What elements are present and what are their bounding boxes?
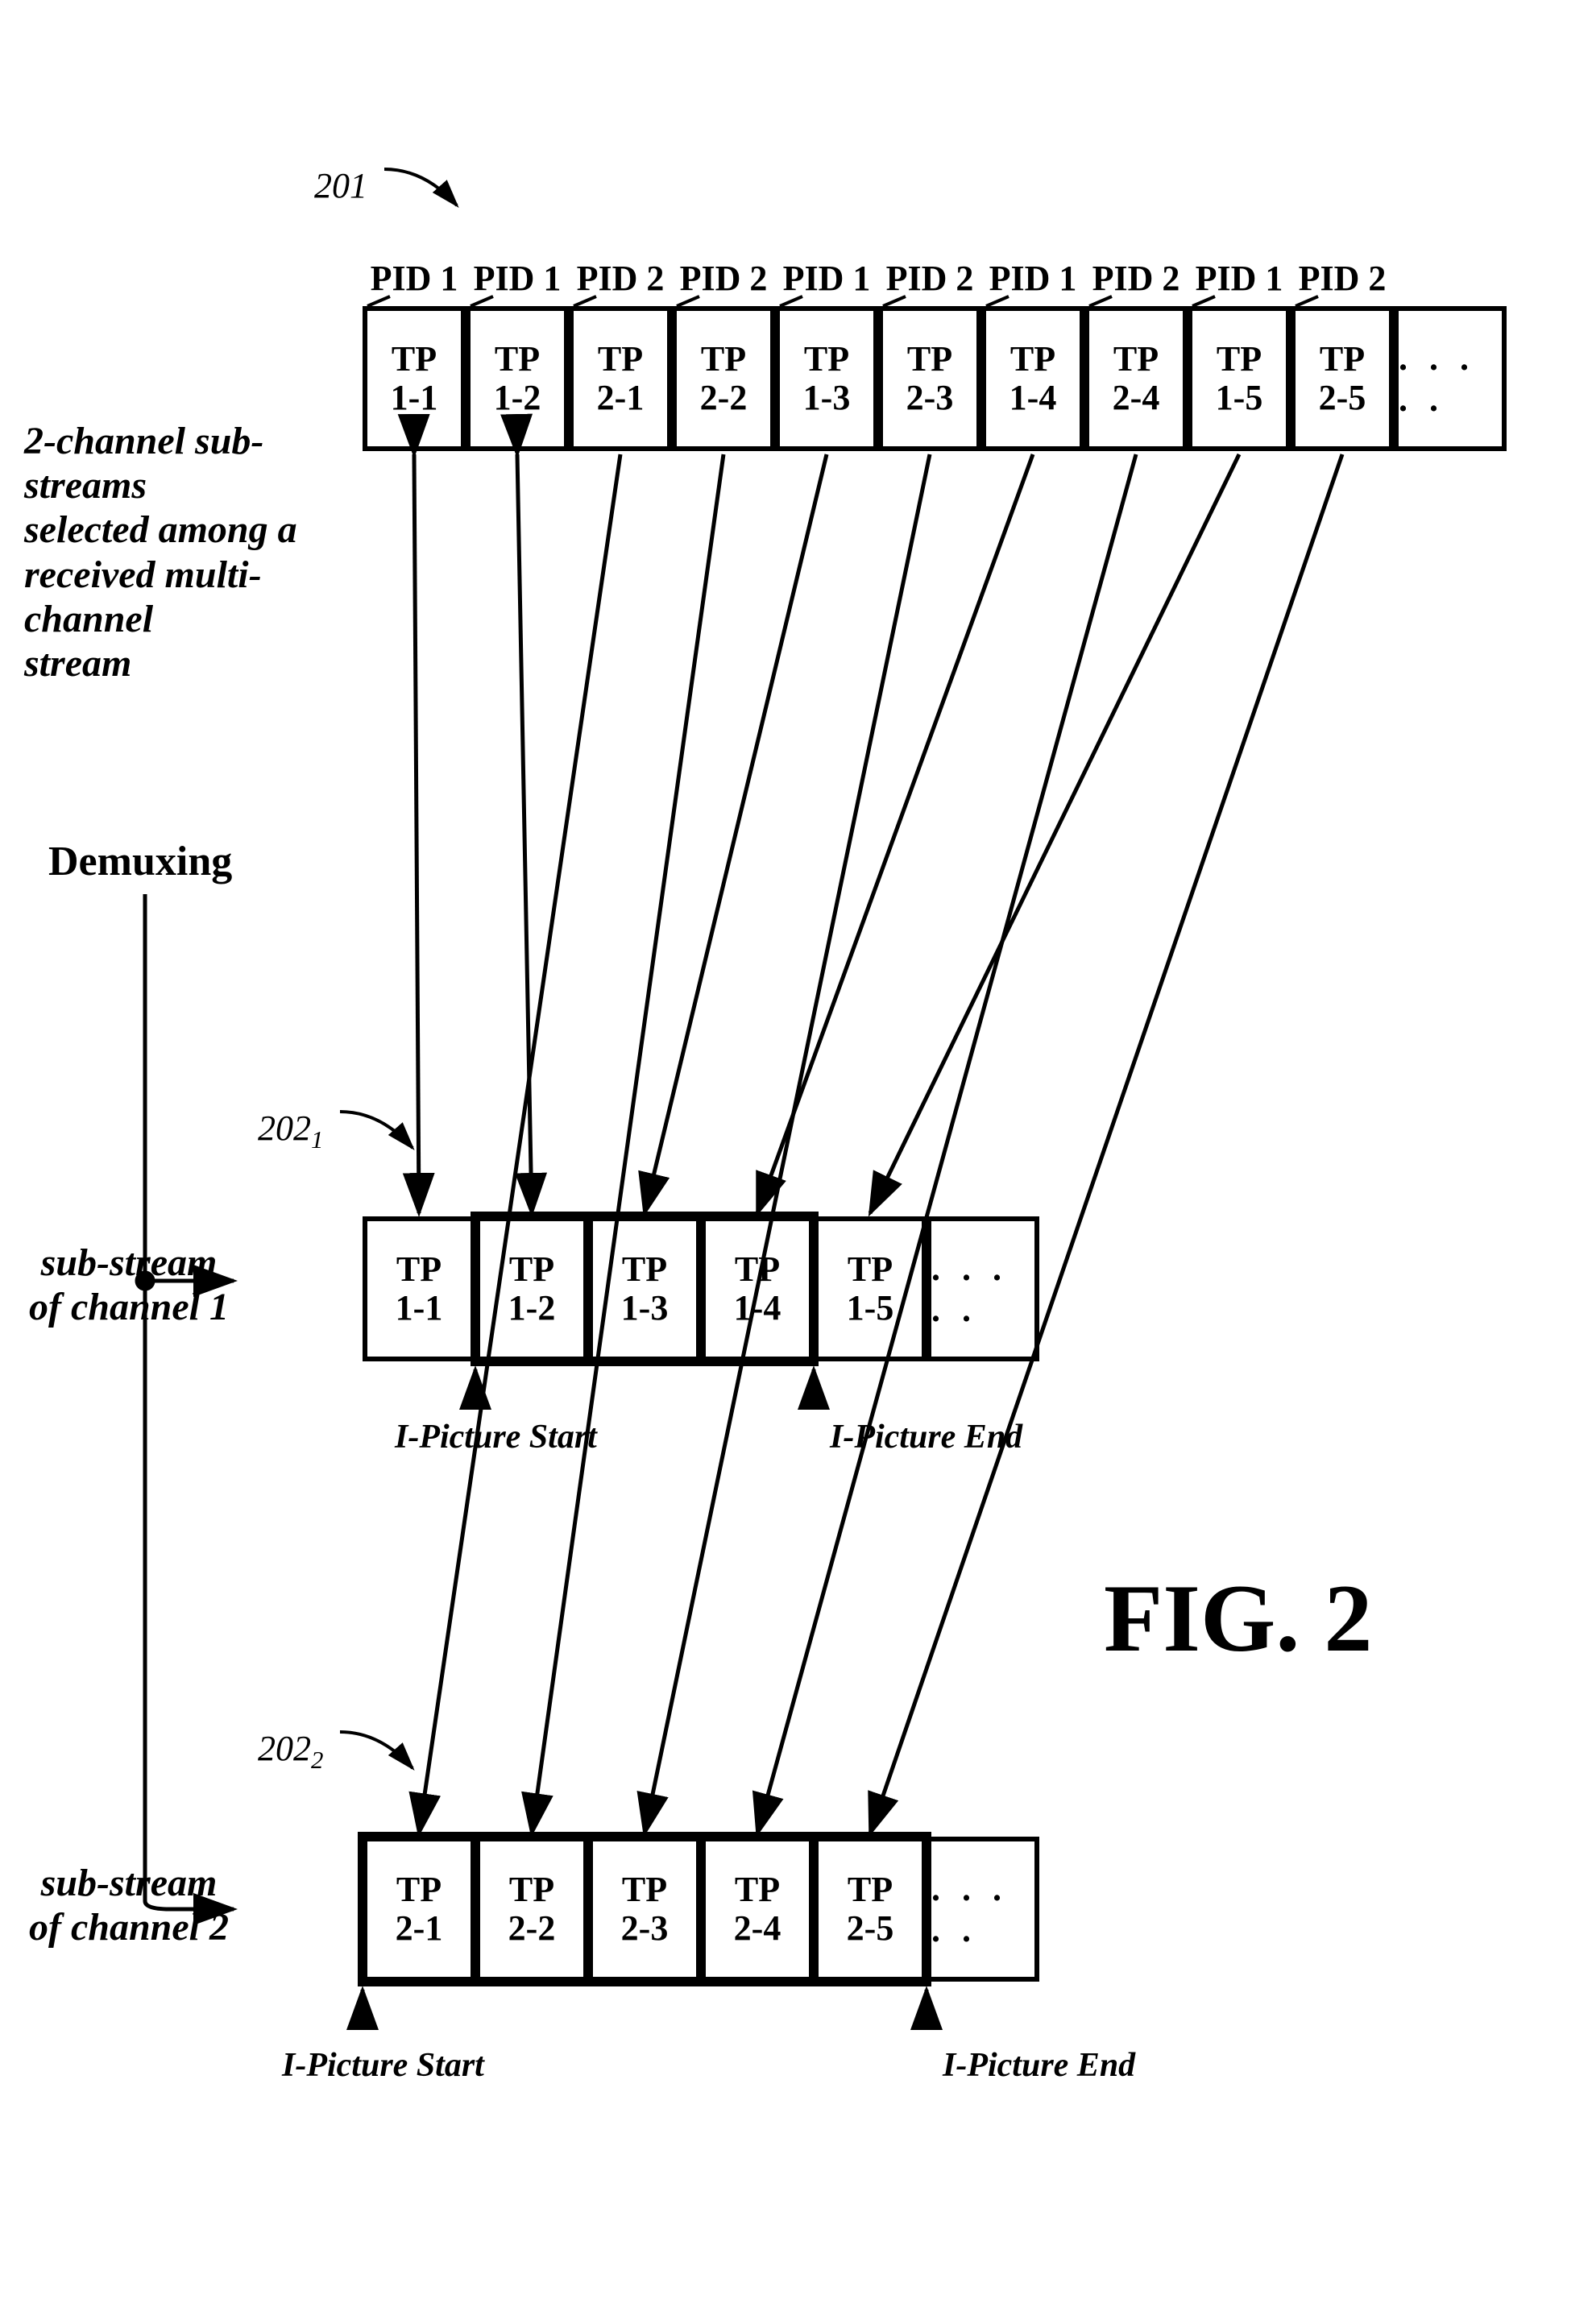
- tp-cell: TP2-3: [588, 1841, 701, 1977]
- ref-202-1: 2021: [258, 1104, 429, 1160]
- ch1-ipic-end: I-Picture End: [830, 1418, 1022, 1456]
- tp-cell: TP1-3: [775, 311, 878, 446]
- pid-label: PID 2: [1291, 258, 1394, 299]
- ch1-side-l1: sub-stream: [24, 1241, 234, 1285]
- tp-cell: TP1-5: [814, 1221, 927, 1357]
- ch1-stream-row: TP1-1TP1-2TP1-3TP1-4TP1-5. . . . .: [363, 1216, 1039, 1361]
- ch2-ipic-start: I-Picture Start: [282, 2046, 484, 2085]
- ellipsis-cell: . . . . .: [927, 1841, 1039, 1977]
- top-side-l4: stream: [24, 641, 346, 686]
- ref-201-text: 201: [314, 166, 367, 205]
- ref-202-1-text: 202: [258, 1108, 311, 1148]
- tp-cell: TP1-4: [701, 1221, 814, 1357]
- ref-202-2-text: 202: [258, 1729, 311, 1768]
- tp-cell: TP2-5: [1291, 311, 1394, 446]
- top-side-l2: selected among a: [24, 507, 346, 552]
- pid-label: PID 1: [981, 258, 1084, 299]
- ch2-side-label: sub-stream of channel 2: [24, 1861, 234, 1949]
- ref-202-2: 2022: [258, 1724, 429, 1780]
- tp-cell: TP2-5: [814, 1841, 927, 1977]
- ref-202-1-sub: 1: [311, 1126, 323, 1154]
- top-side-l1: 2-channel sub-streams: [24, 419, 346, 507]
- pid-row: PID 1PID 1PID 2PID 2PID 1PID 2PID 1PID 2…: [363, 258, 1394, 299]
- pid-label: PID 1: [466, 258, 569, 299]
- ch1-side-l2: of channel 1: [24, 1285, 234, 1329]
- ch2-ipic-end: I-Picture End: [943, 2046, 1135, 2085]
- tp-cell: TP1-4: [981, 311, 1084, 446]
- tp-cell: TP2-3: [878, 311, 981, 446]
- tp-cell: TP1-5: [1188, 311, 1291, 446]
- top-stream-row: TP1-1TP1-2TP2-1TP2-2TP1-3TP2-3TP1-4TP2-4…: [363, 306, 1507, 451]
- pid-label: PID 2: [1084, 258, 1188, 299]
- tp-cell: TP2-2: [475, 1841, 588, 1977]
- tp-cell: TP2-1: [363, 1841, 475, 1977]
- ch2-side-l1: sub-stream: [24, 1861, 234, 1905]
- tp-cell: TP2-1: [569, 311, 672, 446]
- ellipsis-cell: . . . . .: [1394, 311, 1507, 446]
- top-side-label: 2-channel sub-streams selected among a r…: [24, 419, 346, 686]
- demuxing-label: Demuxing: [48, 838, 232, 885]
- ellipsis-cell: . . . . .: [927, 1221, 1039, 1357]
- pid-label: PID 2: [569, 258, 672, 299]
- figure-container: 201 2-channel sub-streams selected among…: [16, 32, 1547, 2288]
- pid-label: PID 2: [878, 258, 981, 299]
- figure-label: FIG. 2: [1104, 1563, 1372, 1674]
- ref-202-2-sub: 2: [311, 1746, 323, 1774]
- pid-label: PID 1: [775, 258, 878, 299]
- pid-label: PID 2: [672, 258, 775, 299]
- tp-cell: TP1-2: [466, 311, 569, 446]
- tp-cell: TP1-1: [363, 311, 466, 446]
- pid-label: PID 1: [363, 258, 466, 299]
- tp-cell: TP1-2: [475, 1221, 588, 1357]
- tp-cell: TP2-4: [701, 1841, 814, 1977]
- ch1-ipic-start: I-Picture Start: [395, 1418, 597, 1456]
- tp-cell: TP1-3: [588, 1221, 701, 1357]
- ch2-side-l2: of channel 2: [24, 1905, 234, 1949]
- ch1-side-label: sub-stream of channel 1: [24, 1241, 234, 1329]
- top-side-l3: received multi-channel: [24, 553, 346, 641]
- tp-cell: TP2-4: [1084, 311, 1188, 446]
- ref-201: 201: [314, 161, 473, 217]
- tp-cell: TP2-2: [672, 311, 775, 446]
- pid-label: PID 1: [1188, 258, 1291, 299]
- ch2-stream-row: TP2-1TP2-2TP2-3TP2-4TP2-5. . . . .: [363, 1837, 1039, 1982]
- tp-cell: TP1-1: [363, 1221, 475, 1357]
